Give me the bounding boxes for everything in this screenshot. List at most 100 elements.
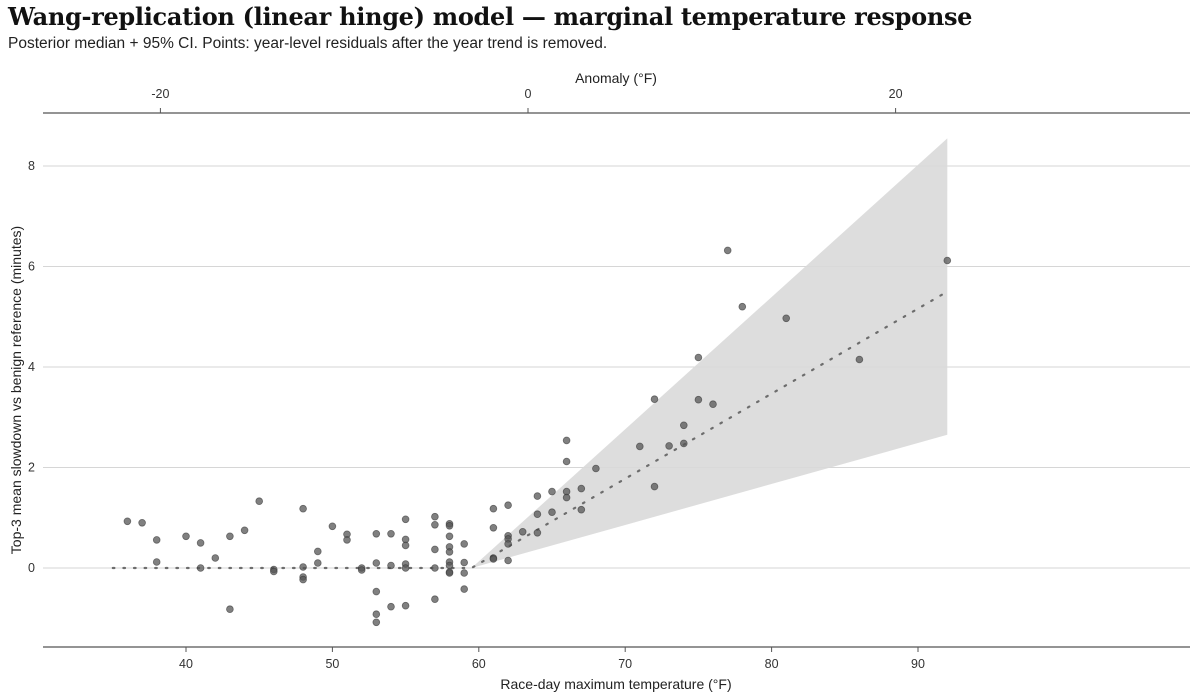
data-point (211, 554, 220, 562)
chart-subtitle: Posterior median + 95% CI. Points: year-… (8, 35, 608, 52)
x2-tick-label: 20 (889, 87, 903, 101)
data-point (518, 527, 527, 536)
data-point (782, 314, 790, 323)
data-point (650, 482, 659, 491)
data-point (738, 302, 747, 311)
data-point (299, 504, 307, 513)
chart-title: Wang-replication (linear hinge) model — … (8, 2, 973, 31)
data-point (431, 512, 439, 521)
x-tick-label: 60 (472, 657, 486, 671)
top-anomaly-axis-ticks: -20 0 20 (151, 87, 903, 113)
data-point (226, 532, 234, 541)
data-point (401, 601, 410, 610)
data-point (548, 508, 556, 517)
data-point (577, 505, 586, 514)
data-point (372, 529, 381, 538)
data-point (372, 610, 381, 618)
data-point (387, 561, 395, 570)
data-point (431, 545, 439, 554)
data-point (445, 569, 454, 577)
data-point (548, 487, 556, 496)
y-tick-label: 8 (28, 159, 35, 173)
data-point (138, 518, 146, 527)
data-point (196, 539, 205, 547)
data-point (460, 585, 469, 593)
data-point (299, 575, 307, 584)
data-point (694, 353, 703, 362)
x2-tick-label: 0 (525, 87, 532, 101)
y-tick-label: 6 (28, 260, 35, 274)
data-point (372, 587, 381, 596)
data-point (152, 536, 161, 544)
data-point (401, 564, 410, 572)
data-point (562, 436, 571, 445)
data-point (650, 395, 659, 404)
y-tick-label: 0 (28, 561, 35, 575)
data-point (489, 555, 498, 563)
data-point (679, 439, 688, 448)
data-point (562, 457, 571, 466)
data-point (577, 484, 586, 493)
data-point (328, 522, 337, 531)
data-point (313, 547, 322, 556)
y-tick-label: 4 (28, 360, 35, 374)
data-point (460, 569, 469, 577)
data-points (123, 246, 952, 627)
data-point (635, 442, 644, 451)
data-point (504, 540, 512, 548)
data-point (460, 540, 469, 548)
data-point (431, 595, 439, 603)
data-point (372, 618, 381, 627)
data-point (533, 528, 542, 537)
data-point (313, 559, 322, 567)
data-point (533, 510, 542, 519)
data-point (401, 515, 410, 524)
data-point (387, 529, 395, 538)
data-point (269, 567, 278, 576)
x-tick-label: 50 (325, 657, 339, 671)
data-point (533, 492, 542, 500)
data-point (431, 520, 439, 529)
data-point (723, 246, 732, 255)
data-point (504, 501, 512, 510)
data-point (255, 497, 264, 506)
data-point (372, 559, 381, 567)
data-point (401, 541, 410, 550)
data-point (489, 523, 498, 532)
x-tick-label: 70 (618, 657, 632, 671)
data-point (240, 526, 249, 535)
data-point (445, 521, 454, 530)
data-point (679, 421, 688, 430)
data-point (123, 517, 132, 526)
x-axis-ticks: 40 50 60 70 80 90 (179, 647, 925, 671)
y-axis-ticks: 0 2 4 6 8 (28, 159, 35, 575)
x-tick-label: 80 (765, 657, 779, 671)
data-point (226, 605, 234, 613)
data-point (445, 548, 454, 556)
data-point (387, 602, 395, 611)
data-point (709, 400, 717, 409)
data-point (489, 504, 498, 513)
y-tick-label: 2 (28, 461, 35, 475)
data-point (504, 556, 512, 565)
data-point (562, 493, 571, 502)
x2-tick-label: -20 (151, 87, 169, 101)
top-axis-label: Anomaly (°F) (575, 70, 657, 86)
data-point (152, 558, 161, 566)
data-point (343, 536, 351, 544)
ci-band (471, 138, 948, 568)
data-point (182, 532, 190, 541)
x-tick-label: 90 (911, 657, 925, 671)
data-point (299, 563, 307, 571)
data-point (357, 566, 366, 574)
data-point (445, 532, 454, 541)
data-point (665, 442, 673, 450)
data-point (196, 564, 205, 572)
y-axis-label: Top-3 mean slowdown vs benign reference … (8, 226, 24, 554)
data-point (431, 564, 439, 572)
data-point (460, 558, 469, 567)
x-tick-label: 40 (179, 657, 193, 671)
data-point (855, 355, 864, 364)
data-point (592, 464, 600, 473)
